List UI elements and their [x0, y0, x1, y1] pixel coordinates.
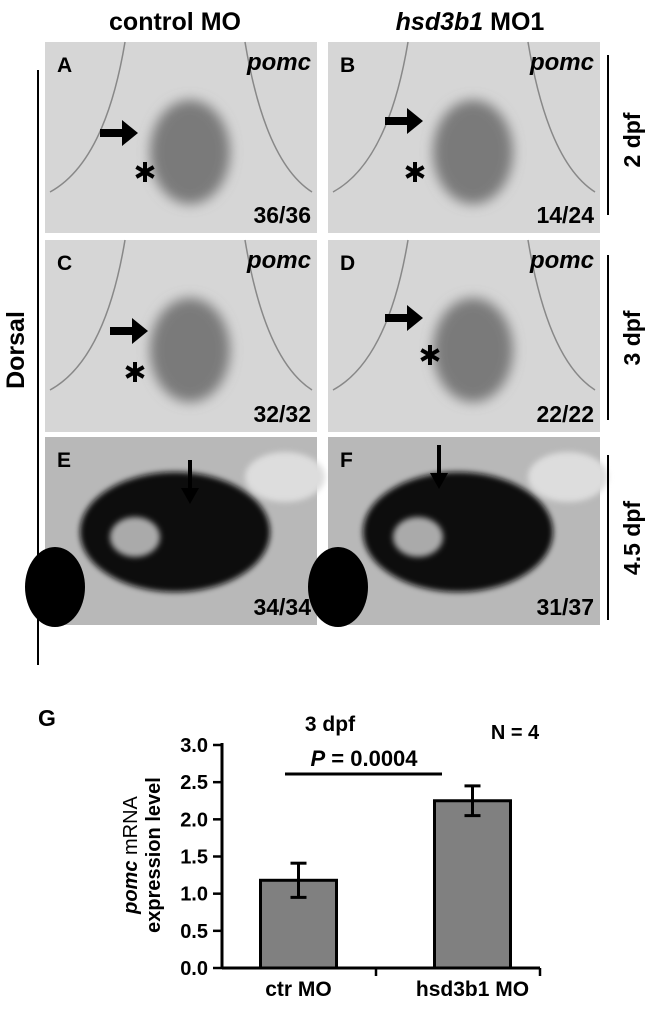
count-label: 32/32	[253, 401, 311, 427]
column-header: control MO	[109, 8, 241, 36]
row-label: 2 dpf	[619, 112, 645, 167]
gene-label: pomc	[529, 247, 594, 274]
panel-letter: B	[340, 54, 355, 77]
stain-blob	[150, 298, 230, 402]
panel-letter: G	[38, 705, 56, 731]
image-panel: F 31/37	[308, 437, 608, 627]
count-label: 22/22	[536, 401, 594, 427]
gene-label: pomc	[529, 49, 594, 76]
y-axis-label: expression level	[143, 777, 165, 933]
column-header: hsd3b1 MO1	[396, 8, 545, 36]
panel-letter: E	[57, 449, 71, 472]
panel-letter: D	[340, 252, 355, 275]
page: control MO hsd3b1 MO1 Dorsal Apomc 36/36 B…	[0, 0, 649, 1009]
header-rest: MO1	[490, 8, 544, 36]
p-value: P = 0.0004	[310, 746, 418, 771]
y-label-rest: mRNA	[120, 795, 142, 855]
count-label: 36/36	[253, 202, 311, 228]
stain-blob	[308, 547, 368, 627]
gene-label: pomc	[246, 247, 311, 274]
panel-letter: F	[340, 449, 353, 472]
stain-blob	[80, 472, 270, 592]
y-tick-label: 3.0	[180, 735, 208, 757]
panel-letter: C	[57, 252, 72, 275]
stain-blob	[245, 452, 325, 502]
annotation: N = 4	[491, 722, 540, 744]
stain-blob	[363, 472, 553, 592]
gene-name: pomc	[120, 861, 142, 915]
stain-blob	[150, 100, 230, 204]
gene-label: pomc	[246, 49, 311, 76]
y-tick-label: 1.0	[180, 884, 208, 906]
y-tick-label: 1.5	[180, 847, 208, 869]
stain-blob	[528, 452, 608, 502]
stain-blob	[393, 517, 443, 557]
chart-title: 3 dpf	[305, 713, 356, 736]
y-tick-label: 0.0	[180, 958, 208, 980]
image-panel: E 34/34	[25, 437, 325, 627]
row-label: 3 dpf	[619, 310, 645, 365]
stain-blob	[433, 100, 513, 204]
stain-blob	[433, 298, 513, 402]
count-label: 14/24	[536, 202, 594, 228]
x-tick-label: hsd3b1 MO	[416, 978, 529, 1001]
x-tick-label: ctr MO	[265, 978, 332, 1001]
bar	[435, 801, 511, 968]
panel-letter: A	[57, 54, 72, 77]
y-tick-label: 2.0	[180, 809, 208, 831]
row-label: 4.5 dpf	[619, 501, 645, 575]
stain-blob	[25, 547, 85, 627]
side-label: Dorsal	[2, 311, 30, 389]
p-symbol: P	[310, 746, 325, 771]
y-tick-label: 0.5	[180, 921, 208, 943]
count-label: 34/34	[253, 594, 311, 620]
figure: control MO hsd3b1 MO1 Dorsal Apomc 36/36 B…	[0, 0, 649, 1009]
gene-name: hsd3b1	[396, 8, 484, 36]
stain-blob	[110, 517, 160, 557]
p-number: = 0.0004	[331, 746, 418, 771]
count-label: 31/37	[536, 594, 594, 620]
y-tick-label: 2.5	[180, 772, 208, 794]
y-axis-label: pomc mRNA	[120, 795, 142, 914]
